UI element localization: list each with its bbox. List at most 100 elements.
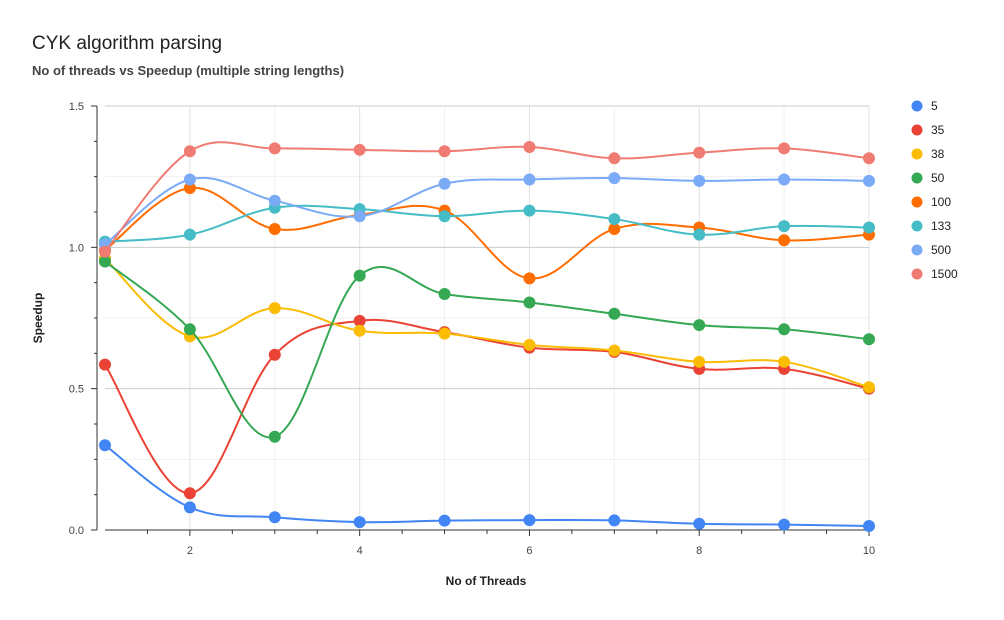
data-point-38 <box>268 302 281 315</box>
data-point-5 <box>268 511 281 524</box>
legend-marker <box>911 244 923 256</box>
series-line-100 <box>104 186 870 280</box>
data-point-500 <box>778 173 791 186</box>
series-1500 <box>99 140 875 258</box>
data-point-100 <box>778 234 791 247</box>
data-point-133 <box>438 210 451 223</box>
data-point-133 <box>183 228 196 241</box>
data-point-133 <box>863 221 875 234</box>
series-line-35 <box>104 318 870 495</box>
data-point-100 <box>608 222 621 235</box>
data-point-1500 <box>863 152 875 165</box>
data-point-50 <box>99 255 111 268</box>
y-tick-label: 0.0 <box>69 525 84 537</box>
data-point-1500 <box>438 145 451 158</box>
data-point-50 <box>863 333 875 346</box>
data-point-500 <box>523 173 536 186</box>
y-tick-label: 0.5 <box>69 384 84 396</box>
x-axis-title: No of Threads <box>446 574 527 588</box>
y-tick-label: 1.5 <box>69 101 84 113</box>
y-axis-title: Speedup <box>31 293 45 344</box>
legend-marker <box>911 124 923 136</box>
data-point-5 <box>353 516 366 529</box>
data-point-500 <box>183 173 196 186</box>
legend-marker <box>911 196 923 208</box>
data-point-35 <box>268 348 281 361</box>
series-line-50 <box>104 260 870 439</box>
series-35 <box>99 314 875 500</box>
series-line-500 <box>104 176 870 246</box>
x-tick-label: 4 <box>357 545 363 557</box>
data-point-38 <box>693 355 706 368</box>
legend-label: 35 <box>931 123 945 137</box>
legend-label: 100 <box>931 195 951 209</box>
legend-label: 50 <box>931 171 945 185</box>
legend-marker <box>911 172 923 184</box>
data-point-5 <box>438 514 451 527</box>
data-point-50 <box>268 430 281 443</box>
legend-label: 500 <box>931 243 951 257</box>
axes: 0.0 0.5 1.0 1.5 2 4 6 8 10 No of Threads Speedup <box>31 101 875 588</box>
data-point-1500 <box>778 142 791 155</box>
data-point-35 <box>353 314 366 327</box>
data-point-100 <box>523 272 536 285</box>
data-point-5 <box>608 514 621 527</box>
data-point-50 <box>183 323 196 336</box>
series-layer <box>99 140 875 533</box>
x-tick-label: 6 <box>526 545 532 557</box>
data-point-1500 <box>268 142 281 155</box>
data-point-35 <box>183 487 196 500</box>
legend: 5 35 38 50 100 133 500 1500 <box>911 99 958 281</box>
legend-marker <box>911 268 923 280</box>
data-point-35 <box>99 358 111 371</box>
legend-marker <box>911 148 923 160</box>
legend-label: 1500 <box>931 267 958 281</box>
series-38 <box>99 252 875 394</box>
data-point-5 <box>99 439 111 452</box>
legend-marker <box>911 220 923 232</box>
data-point-38 <box>778 355 791 368</box>
data-point-5 <box>523 514 536 527</box>
data-point-133 <box>693 228 706 241</box>
data-point-50 <box>608 307 621 320</box>
data-point-5 <box>693 517 706 530</box>
data-point-38 <box>353 324 366 337</box>
legend-label: 38 <box>931 147 945 161</box>
data-point-100 <box>183 181 196 194</box>
data-point-1500 <box>523 140 536 153</box>
series-133 <box>99 201 875 248</box>
data-point-1500 <box>183 145 196 158</box>
data-point-50 <box>353 269 366 282</box>
data-point-1500 <box>99 245 111 258</box>
chart-title: CYK algorithm parsing <box>32 33 223 54</box>
series-line-38 <box>104 257 870 389</box>
data-point-133 <box>778 220 791 233</box>
legend-label: 5 <box>931 99 938 113</box>
series-100 <box>99 181 875 285</box>
chart-subtitle: No of threads vs Speedup (multiple strin… <box>32 63 345 78</box>
legend-item-5: 5 <box>911 99 938 113</box>
legend-item-1500: 1500 <box>911 267 958 281</box>
x-tick-label: 2 <box>187 545 193 557</box>
data-point-1500 <box>608 152 621 165</box>
data-point-1500 <box>353 143 366 156</box>
data-point-5 <box>863 520 875 533</box>
legend-item-133: 133 <box>911 219 951 233</box>
data-point-500 <box>438 177 451 190</box>
data-point-500 <box>608 172 621 185</box>
data-point-38 <box>863 381 875 394</box>
data-point-50 <box>523 296 536 309</box>
x-tick-label: 10 <box>863 545 875 557</box>
x-tick-label: 8 <box>696 545 702 557</box>
data-point-133 <box>608 213 621 226</box>
legend-item-100: 100 <box>911 195 951 209</box>
series-line-5 <box>104 444 870 528</box>
data-point-50 <box>693 319 706 332</box>
data-point-38 <box>608 344 621 357</box>
data-point-50 <box>778 323 791 336</box>
legend-item-38: 38 <box>911 147 945 161</box>
series-line-1500 <box>104 141 870 253</box>
series-line-133 <box>104 204 870 243</box>
legend-item-500: 500 <box>911 243 951 257</box>
